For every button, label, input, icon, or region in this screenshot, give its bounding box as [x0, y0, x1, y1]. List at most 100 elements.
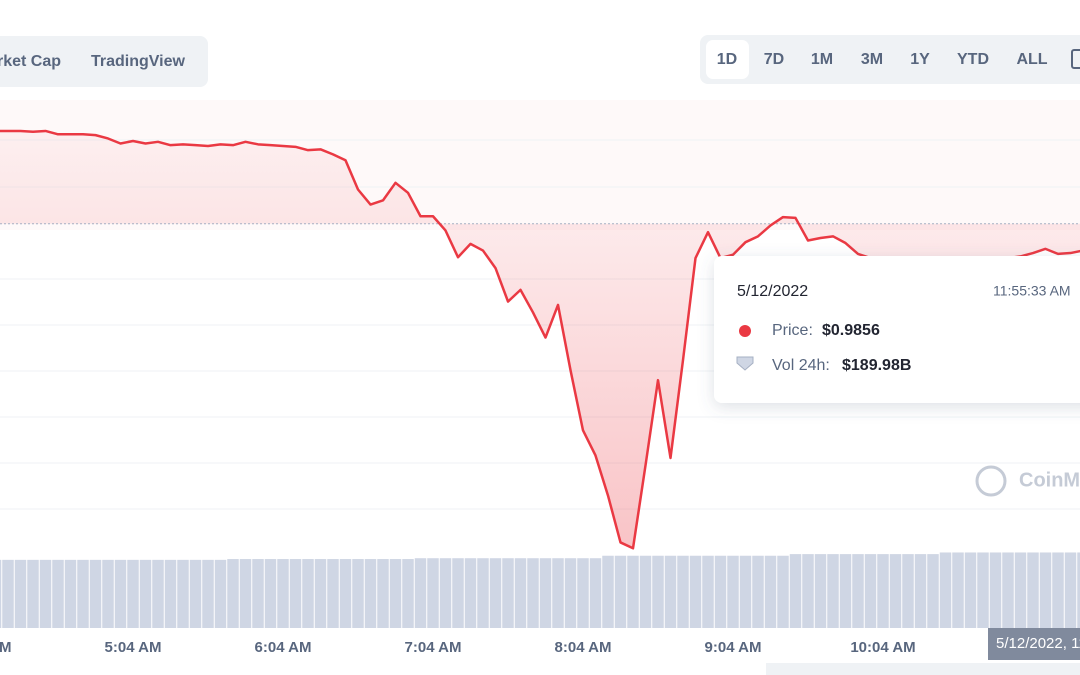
volume-bar	[914, 554, 927, 628]
range-tab[interactable]: 1M	[811, 51, 833, 68]
price-dot	[739, 325, 751, 337]
volume-bar	[727, 555, 739, 628]
volume-bar	[602, 555, 614, 628]
volume-bar	[852, 554, 864, 628]
volume-bar	[77, 559, 89, 628]
volume-bar	[464, 558, 477, 628]
volume-bar	[339, 559, 352, 628]
range-tab[interactable]: 7D	[764, 51, 784, 68]
volume-bar	[577, 558, 589, 628]
volume-bar	[152, 559, 164, 628]
volume-bar	[614, 555, 627, 628]
volume-bar	[102, 559, 114, 628]
volume-bar	[1039, 552, 1052, 628]
range-tab-group	[700, 35, 1080, 84]
volume-bar	[627, 555, 639, 628]
tooltip-price: $0.9856	[822, 322, 880, 339]
volume-bar	[864, 554, 877, 628]
volume-bar	[314, 559, 327, 628]
crosshair-label-box	[988, 628, 1080, 660]
range-tab-selected	[706, 40, 749, 79]
watermark-logo	[975, 465, 1007, 497]
tooltip-price-label: Price:	[772, 322, 813, 339]
volume-bar	[764, 555, 777, 628]
volume-bar	[427, 558, 439, 628]
tooltip-date: 5/12/2022	[737, 283, 808, 300]
volume-bar	[514, 558, 527, 628]
volume-bar	[814, 554, 827, 628]
range-tab[interactable]: 1Y	[910, 51, 930, 68]
volume-icon	[736, 356, 754, 371]
volume-bar	[652, 555, 664, 628]
volume-bar	[377, 559, 389, 628]
range-tab[interactable]: 1D	[717, 51, 737, 68]
volume-bar	[564, 558, 577, 628]
range-tab[interactable]: 3M	[861, 51, 883, 68]
tooltip-time: 11:55:33 AM	[993, 283, 1071, 299]
volume-bar	[64, 559, 77, 628]
volume-bar	[364, 559, 377, 628]
volume-bar	[527, 558, 539, 628]
volume-bar	[302, 559, 314, 628]
volume-bar	[439, 558, 452, 628]
volume-bar	[939, 552, 952, 628]
volume-bar	[689, 555, 702, 628]
volume-bar	[1077, 552, 1080, 628]
volume-bar	[414, 558, 427, 628]
volume-bar	[452, 558, 464, 628]
volume-bar	[889, 554, 902, 628]
volume-bar	[0, 559, 2, 628]
volume-bar	[1064, 552, 1077, 628]
volume-bar	[489, 558, 502, 628]
chart-tab[interactable]: TradingView	[91, 53, 186, 70]
volume-bar	[739, 555, 752, 628]
volume-bar	[164, 559, 177, 628]
calendar-icon[interactable]	[1071, 49, 1080, 69]
volume-bar	[802, 554, 814, 628]
x-tick-label: 7:04 AM	[405, 639, 462, 656]
volume-bar	[989, 552, 1002, 628]
volume-bar	[277, 559, 289, 628]
volume-bar	[127, 559, 139, 628]
volume-bar	[202, 559, 214, 628]
crosshair-label: 5/12/2022, 11:55 AM	[996, 635, 1080, 652]
volume-bar	[2, 559, 14, 628]
volume-bar	[502, 558, 514, 628]
watermark: CoinMarketCap	[1019, 469, 1080, 491]
volume-bar	[877, 554, 889, 628]
volume-bar	[139, 559, 152, 628]
tooltip-volume: $189.98B	[842, 357, 911, 374]
volume-bar	[827, 554, 839, 628]
x-tick-label: 5:04 AM	[105, 639, 162, 656]
volume-bar	[352, 559, 364, 628]
volume-bar	[402, 559, 414, 628]
volume-bar	[1027, 552, 1039, 628]
volume-bar	[639, 555, 652, 628]
volume-bar	[389, 559, 402, 628]
tooltip-volume-label: Vol 24h:	[772, 357, 830, 374]
volume-bar	[789, 554, 802, 628]
x-tick-label: 6:04 AM	[255, 639, 312, 656]
volume-bar	[264, 559, 277, 628]
volume-bar	[114, 559, 127, 628]
volume-bar	[552, 558, 564, 628]
volume-bar	[252, 559, 264, 628]
volume-bar	[327, 559, 339, 628]
volume-bar	[952, 552, 964, 628]
volume-bar	[14, 559, 27, 628]
area-fill	[0, 130, 1080, 549]
volume-bar	[27, 559, 39, 628]
volume-bar	[977, 552, 989, 628]
volume-bar	[89, 559, 102, 628]
volume-bar	[664, 555, 677, 628]
volume-bar	[839, 554, 852, 628]
x-tick-label: 10:04 AM	[850, 639, 915, 656]
scrollbar[interactable]	[766, 663, 1080, 675]
chart-tab[interactable]: Market Cap	[0, 53, 61, 70]
range-tab[interactable]: YTD	[957, 51, 989, 68]
range-tab[interactable]: ALL	[1016, 51, 1047, 68]
volume-bar	[702, 555, 714, 628]
volume-bar	[777, 555, 789, 628]
volume-bar	[214, 559, 227, 628]
